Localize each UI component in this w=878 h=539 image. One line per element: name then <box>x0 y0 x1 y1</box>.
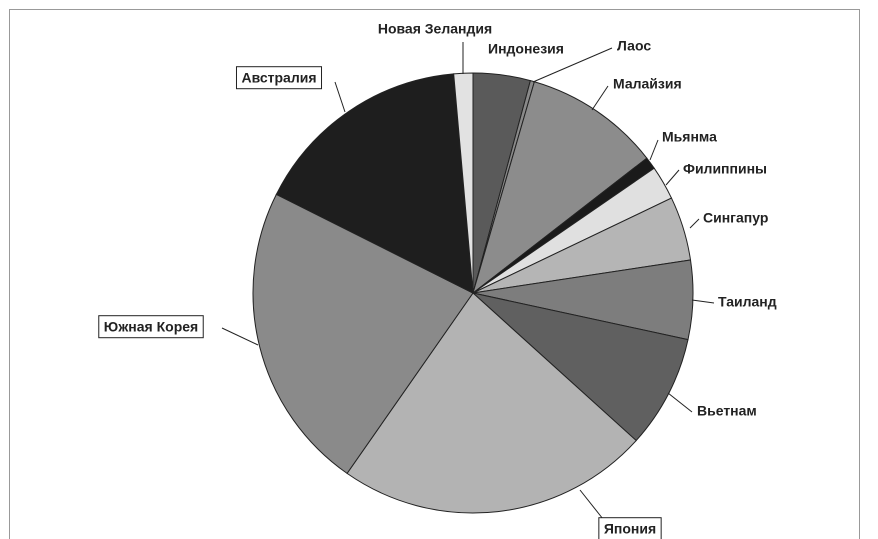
slice-label: Вьетнам <box>697 403 757 419</box>
leader-line <box>689 218 700 229</box>
slice-label: Лаос <box>617 38 651 54</box>
slice-label: Сингапур <box>703 210 768 226</box>
leader-line <box>649 139 659 161</box>
pie-slice <box>252 193 474 475</box>
pie-slice <box>472 81 648 295</box>
slice-label: Южная Корея <box>104 319 198 335</box>
label-box <box>598 517 662 539</box>
slice-label: Мьянма <box>662 129 717 145</box>
label-box <box>235 66 323 90</box>
leader-line <box>665 169 680 186</box>
leader-line <box>691 299 715 304</box>
leader-line <box>579 489 604 520</box>
slice-label: Филиппины <box>683 161 767 177</box>
slice-label: Австралия <box>241 70 316 86</box>
chart-frame <box>9 9 860 539</box>
pie-slice <box>346 292 637 514</box>
slice-label: Япония <box>604 521 656 537</box>
slice-label: Новая Зеландия <box>378 21 492 37</box>
label-box <box>98 315 204 339</box>
slice-label: Таиланд <box>718 294 777 310</box>
leader-line <box>532 47 613 83</box>
slice-label: Индонезия <box>488 41 564 57</box>
slice-label: Малайзия <box>613 76 682 92</box>
leader-line <box>221 327 259 346</box>
pie-slice <box>275 73 474 294</box>
leader-line <box>667 392 693 413</box>
leader-line <box>591 85 609 111</box>
leader-line <box>334 81 346 113</box>
